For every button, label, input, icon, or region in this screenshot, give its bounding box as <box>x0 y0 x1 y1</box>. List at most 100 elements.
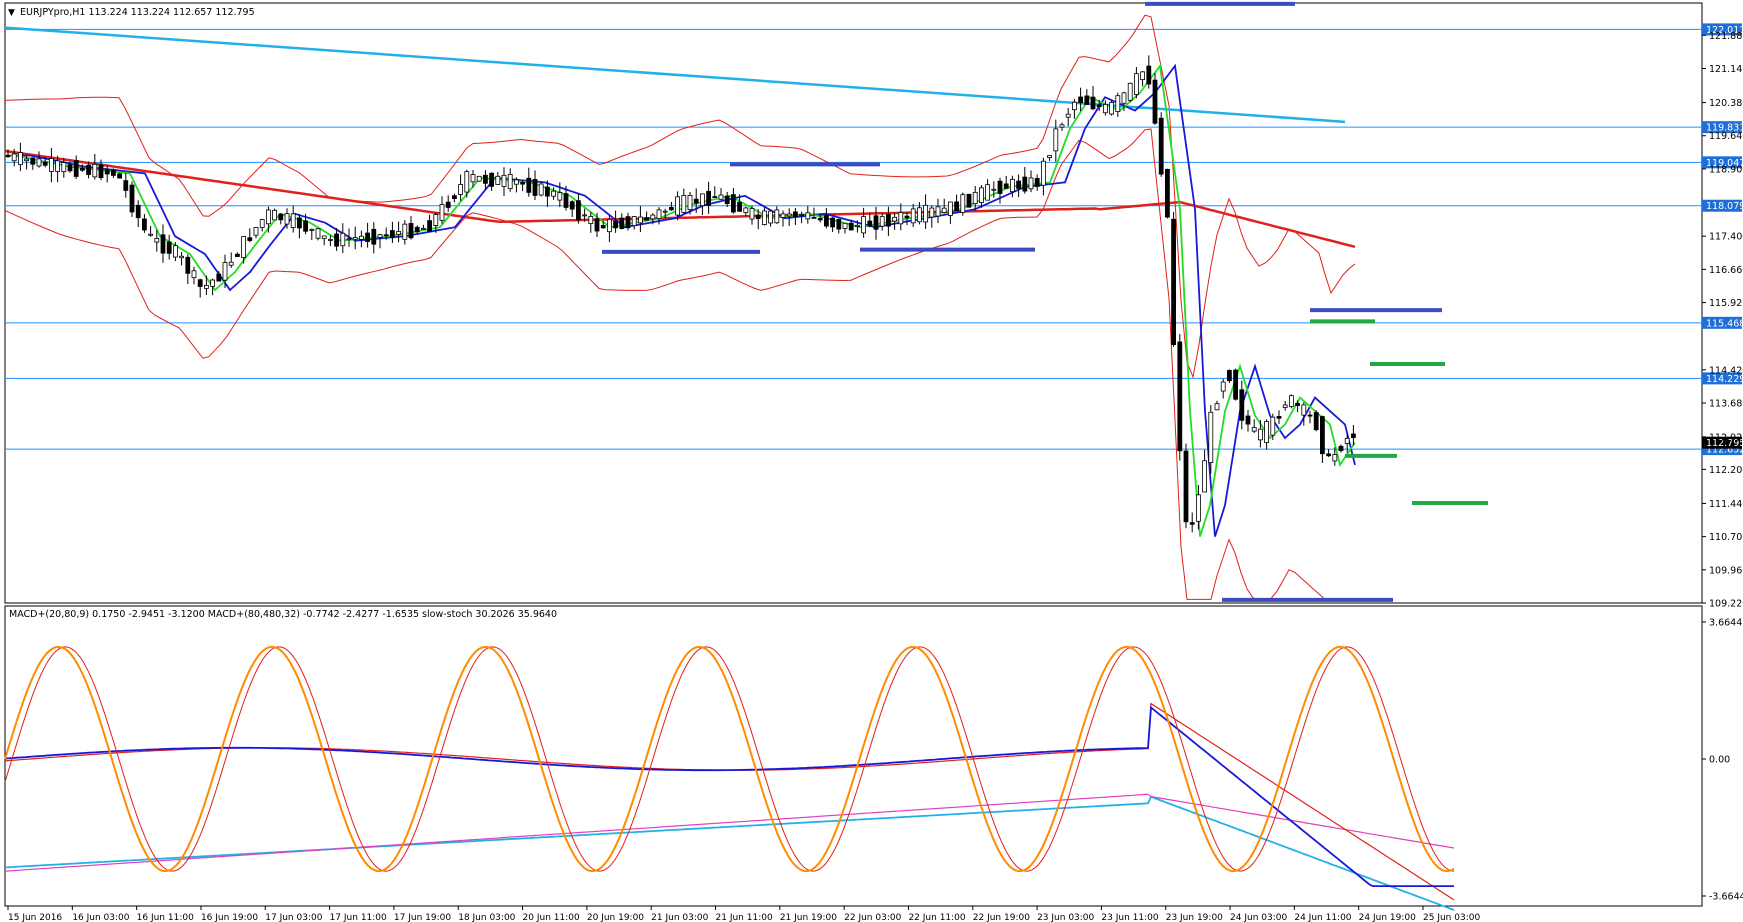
time-tick-label: 21 Jun 19:00 <box>780 913 837 922</box>
candle-body <box>625 216 631 229</box>
sr-level-label: 114.229 <box>1706 374 1743 385</box>
candle-body <box>111 169 116 176</box>
candle-body <box>185 256 191 274</box>
candle-body <box>470 174 476 183</box>
candle-body <box>979 187 984 203</box>
candle-body <box>24 158 30 162</box>
candle-body <box>538 183 544 196</box>
support-resistance-lines[interactable]: 122.011 119.831 119.047 118.079 115.468 114.2… <box>5 23 1743 456</box>
candle-body <box>1258 428 1263 441</box>
candle-body <box>1301 404 1307 416</box>
slow-ma-line <box>4 149 1356 249</box>
candle-body <box>1326 453 1331 457</box>
candle-body <box>371 228 377 245</box>
candle-body <box>420 227 426 230</box>
candle-body <box>253 227 259 236</box>
candle-body <box>656 209 662 219</box>
candle-body <box>334 233 340 247</box>
candle-body <box>433 214 439 226</box>
candle-body <box>377 234 383 238</box>
indicator-tick-label: 0.00 <box>1709 755 1730 766</box>
candle-body <box>706 190 711 206</box>
candle-body <box>644 217 649 221</box>
candle-body <box>1109 102 1114 115</box>
candle-body <box>80 167 85 171</box>
candle-body <box>545 186 550 197</box>
candle-body <box>954 201 959 212</box>
candle-body <box>737 201 742 212</box>
chart-menu-arrow-icon[interactable]: ▼ <box>8 8 15 18</box>
candle-body <box>873 215 879 230</box>
candle-body <box>1016 180 1021 189</box>
candle-body <box>86 164 91 175</box>
candle-body <box>1047 155 1052 158</box>
candle-body <box>1115 95 1121 112</box>
candle-body <box>445 201 451 208</box>
time-tick-label: 18 Jun 03:00 <box>458 913 515 922</box>
candle-body <box>414 226 420 233</box>
time-tick-label: 22 Jun 03:00 <box>844 913 901 922</box>
candle-body <box>793 211 798 218</box>
candle-body <box>780 213 786 218</box>
candle-body <box>607 218 612 233</box>
time-tick-label: 24 Jun 19:00 <box>1359 913 1416 922</box>
candle-body <box>259 219 265 228</box>
time-tick-label: 16 Jun 11:00 <box>137 913 194 922</box>
trend-line[interactable] <box>4 26 1346 124</box>
candle-body <box>92 163 98 178</box>
candle-body <box>1090 96 1096 110</box>
candle-body <box>346 238 352 241</box>
candle-body <box>197 279 203 287</box>
candle-body <box>1220 381 1226 392</box>
candle-body <box>1344 437 1350 444</box>
candle-body <box>718 194 724 200</box>
candle-body <box>1059 124 1065 128</box>
candle-body <box>917 207 922 223</box>
candle-body <box>1189 522 1195 525</box>
candle-body <box>1214 403 1220 411</box>
candle-body <box>482 174 488 184</box>
candle-body <box>1245 415 1251 425</box>
candle-body <box>1121 92 1127 104</box>
sr-level-badge <box>1702 199 1742 212</box>
candle-body <box>427 220 433 232</box>
current-price-label: 112.795 <box>1706 438 1743 449</box>
price-tick-label: 111.440 <box>1709 499 1743 510</box>
candle-body <box>1351 433 1356 439</box>
candle-body <box>514 179 519 185</box>
candle-body <box>774 209 780 224</box>
price-axis: 121.880 121.140 120.380 119.640 118.900 117.4… <box>1702 31 1743 610</box>
candle-body <box>135 204 141 219</box>
candle-body <box>786 213 792 217</box>
candle-body <box>1022 176 1028 192</box>
candle-body <box>1202 460 1207 493</box>
candle-body <box>563 193 569 208</box>
candle-body <box>321 235 327 239</box>
horizontal-level-marks[interactable] <box>602 1 1488 602</box>
time-tick-label: 15 Jun 2016 <box>8 913 62 922</box>
candle-body <box>588 216 594 224</box>
candle-body <box>98 164 104 179</box>
candle-body <box>941 207 947 213</box>
candle-body <box>743 207 749 214</box>
candle-body <box>842 222 848 229</box>
price-tick-label: 112.925 <box>1709 432 1743 443</box>
candle-body <box>768 210 773 224</box>
candle-body <box>458 184 464 195</box>
time-tick-label: 21 Jun 03:00 <box>651 913 708 922</box>
candle-body <box>1127 82 1133 101</box>
candle-body <box>594 218 600 232</box>
candle-body <box>923 204 928 223</box>
candle-body <box>638 216 643 224</box>
candle-body <box>532 179 538 196</box>
candle-body <box>1183 450 1189 523</box>
candle-body <box>687 195 693 211</box>
sr-level-badge <box>1702 156 1742 169</box>
candle-body <box>340 232 346 247</box>
candle-body <box>1270 416 1276 436</box>
candle-body <box>712 196 718 198</box>
candle-body <box>1165 168 1170 218</box>
candle-body <box>669 207 674 211</box>
candle-body <box>1320 416 1325 455</box>
